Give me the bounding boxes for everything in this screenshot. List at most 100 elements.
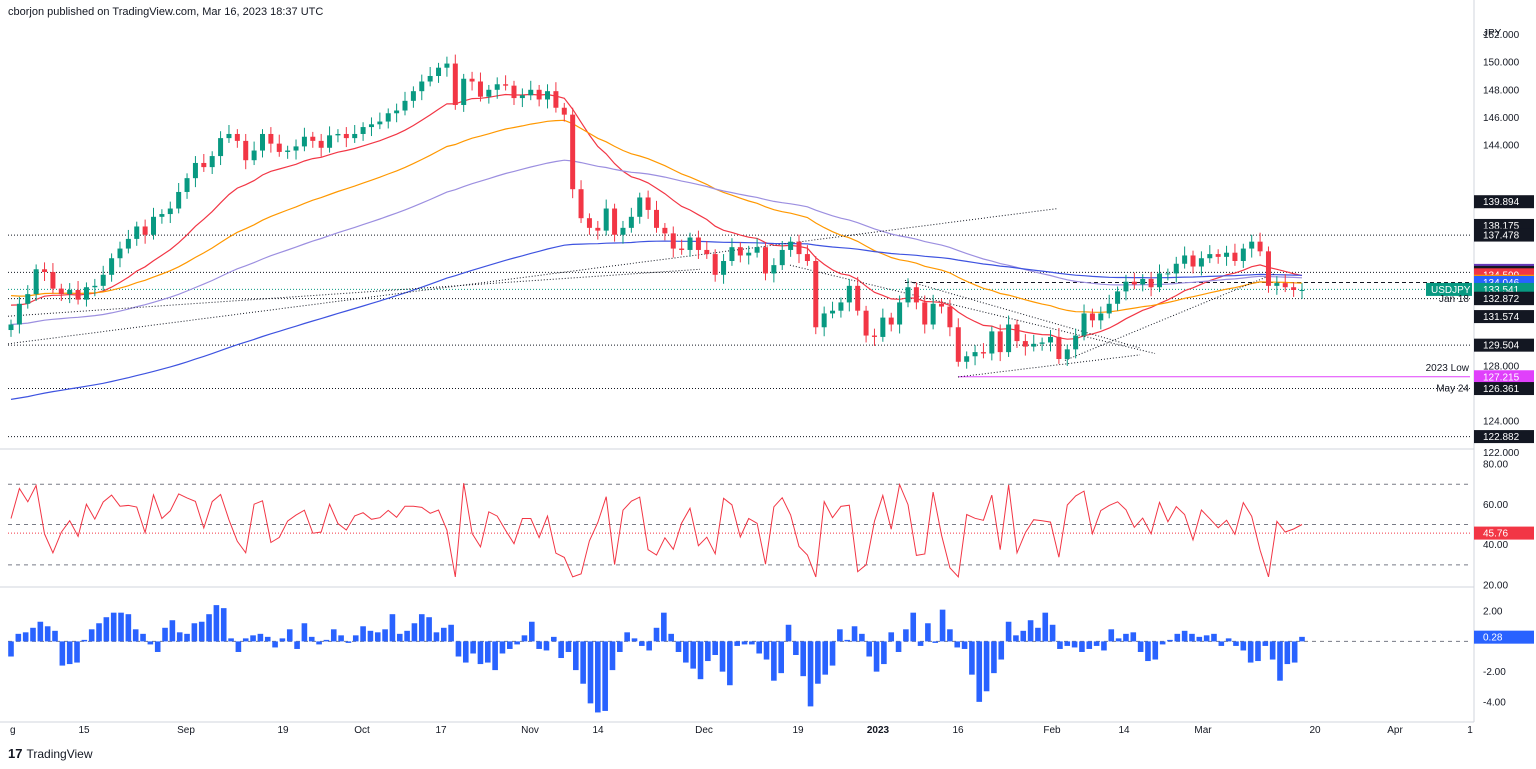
candle bbox=[318, 140, 324, 148]
candle bbox=[293, 146, 299, 151]
time-axis[interactable]: g 15 Sep 19 Oct 17 Nov 14 Dec 19 2023 16 Feb 14 Mar 20 A… bbox=[10, 725, 1473, 736]
price-tag-label: 139.894 bbox=[1483, 197, 1520, 208]
hist-bar bbox=[125, 614, 132, 642]
candle bbox=[570, 114, 576, 190]
grid-layer bbox=[0, 0, 1475, 723]
candle bbox=[1081, 313, 1087, 336]
hist-bar bbox=[1255, 641, 1261, 662]
hist-bar bbox=[360, 626, 366, 642]
hist-bar bbox=[734, 641, 740, 646]
hist-tick-label: -4.00 bbox=[1483, 697, 1506, 708]
hist-bar bbox=[37, 621, 44, 642]
hist-bar bbox=[88, 629, 95, 642]
candle bbox=[1014, 324, 1020, 342]
hist-bar bbox=[1137, 641, 1144, 652]
hist-bar bbox=[323, 639, 330, 642]
candle bbox=[1131, 281, 1137, 285]
hist-bar bbox=[374, 632, 381, 642]
trendline bbox=[7, 208, 1059, 345]
candle bbox=[947, 306, 953, 328]
time-tick-label: 20 bbox=[1309, 725, 1321, 736]
hist-bar bbox=[727, 641, 733, 686]
candle bbox=[58, 288, 64, 295]
hist-bar bbox=[206, 614, 212, 642]
hist-bar bbox=[1071, 641, 1078, 648]
candle bbox=[50, 272, 56, 289]
candle bbox=[586, 218, 592, 228]
candle bbox=[804, 254, 810, 261]
candle bbox=[469, 78, 475, 82]
candle bbox=[109, 258, 115, 275]
hist-bar bbox=[147, 641, 154, 645]
hist-bar bbox=[1042, 612, 1049, 642]
hist-bar bbox=[250, 635, 256, 642]
candle bbox=[327, 135, 333, 148]
hist-bar bbox=[1101, 641, 1107, 651]
candle bbox=[838, 302, 844, 311]
hist-bar bbox=[859, 633, 865, 642]
candle bbox=[620, 227, 626, 235]
hist-bar bbox=[558, 641, 564, 659]
hist-bar bbox=[1211, 633, 1217, 642]
candle bbox=[268, 133, 274, 144]
candle bbox=[218, 138, 224, 157]
hist-bar bbox=[529, 621, 535, 642]
hist-bar bbox=[30, 627, 36, 642]
hist-bar bbox=[382, 629, 388, 642]
hist-bar bbox=[308, 636, 315, 642]
candle bbox=[452, 63, 458, 105]
price-tag-label: 138.175 bbox=[1483, 221, 1520, 232]
hist-bar bbox=[793, 641, 799, 655]
candle bbox=[1156, 273, 1162, 288]
hist-bar bbox=[763, 641, 770, 660]
candle bbox=[762, 247, 768, 274]
price-tag bbox=[1474, 338, 1534, 352]
candle bbox=[92, 285, 98, 288]
hist-bar bbox=[1167, 639, 1173, 642]
candle bbox=[360, 127, 366, 134]
hist-bar bbox=[1284, 641, 1291, 665]
time-tick-label: Dec bbox=[695, 725, 713, 736]
hist-bar bbox=[646, 641, 652, 651]
tradingview-brand[interactable]: 17 TradingView bbox=[8, 746, 93, 761]
candle bbox=[1148, 278, 1154, 288]
hist-bar bbox=[543, 641, 550, 651]
hist-bar bbox=[807, 641, 814, 707]
hist-bar bbox=[683, 641, 689, 663]
candle bbox=[33, 269, 39, 295]
candle bbox=[637, 197, 643, 217]
rsi-tick-label: 80.00 bbox=[1483, 460, 1508, 471]
hist-bar bbox=[617, 641, 623, 652]
hist-bar bbox=[257, 633, 264, 642]
hist-bar bbox=[1064, 641, 1071, 646]
candle bbox=[545, 91, 551, 100]
hist-bar bbox=[800, 641, 807, 677]
hist-bar bbox=[1145, 641, 1151, 662]
candle bbox=[612, 208, 618, 235]
year-low-label: 2023 Low bbox=[1426, 363, 1470, 374]
hist-bar bbox=[1035, 627, 1041, 642]
rsi-value-label: 45.76 bbox=[1483, 529, 1508, 540]
candle bbox=[863, 310, 869, 336]
hist-bar bbox=[52, 630, 58, 642]
hist-bar bbox=[1020, 630, 1027, 642]
currency-label: JPY bbox=[1483, 28, 1502, 39]
hist-bar bbox=[551, 636, 557, 642]
candle bbox=[1274, 283, 1280, 286]
price-tag bbox=[1474, 370, 1534, 384]
hist-bar bbox=[1247, 641, 1254, 663]
hist-bar bbox=[118, 612, 124, 642]
candle bbox=[42, 269, 48, 273]
candle bbox=[679, 248, 685, 250]
candle bbox=[871, 335, 877, 337]
candle bbox=[402, 100, 408, 111]
hist-bar bbox=[162, 627, 168, 642]
hist-bar bbox=[675, 641, 682, 652]
trendlines bbox=[7, 208, 1276, 378]
candle bbox=[1182, 255, 1188, 264]
candle bbox=[1207, 254, 1213, 259]
candle bbox=[830, 310, 836, 314]
price-axis[interactable]: 152.000 150.000 148.000 146.000 144.000 128.0… bbox=[1474, 28, 1534, 459]
ema-line bbox=[10, 119, 1303, 313]
